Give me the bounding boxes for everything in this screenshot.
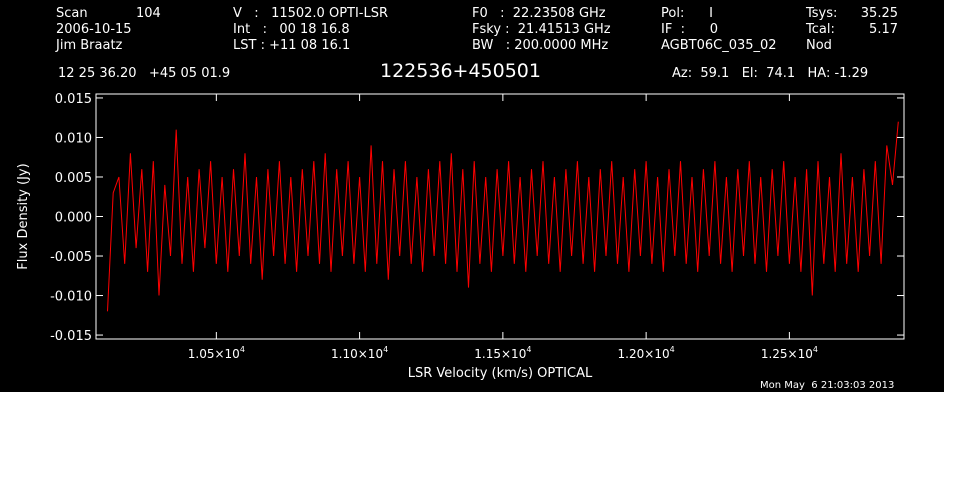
observation-date: 2006-10-15 xyxy=(56,22,132,37)
plot-timestamp: Mon May 6 21:03:03 2013 xyxy=(760,380,895,391)
tsys-label: Tsys: xyxy=(806,6,838,21)
y-tick-label-2: 0.005 xyxy=(55,171,92,186)
y-tick-label-5: -0.010 xyxy=(50,290,92,305)
f0-readout: F0 : 22.23508 GHz xyxy=(472,6,606,21)
y-tick-label-3: 0.000 xyxy=(55,211,92,226)
y-axis-label: Flux Density (Jy) xyxy=(16,163,31,269)
if-readout: IF : 0 xyxy=(661,22,719,37)
bandwidth-readout: BW : 200.0000 MHz xyxy=(472,38,609,53)
series-line-0 xyxy=(107,121,899,312)
x-tick-label-4: 1.25×104 xyxy=(761,345,818,361)
source-coordinates: 12 25 36.20 +45 05 01.9 xyxy=(58,66,231,81)
x-tick-label-3: 1.20×104 xyxy=(618,345,675,361)
az-el-ha-readout: Az: 59.1 El: 74.1 HA: -1.29 xyxy=(672,66,869,81)
y-tick-label-4: -0.005 xyxy=(50,250,92,265)
velocity-readout: V : 11502.0 OPTI-LSR xyxy=(233,6,389,21)
observer-name: Jim Braatz xyxy=(56,38,123,53)
integration-time: Int : 00 18 16.8 xyxy=(233,22,350,37)
plot-window xyxy=(0,0,944,392)
project-id: AGBT06C_035_02 xyxy=(661,38,777,53)
x-tick-label-2: 1.15×104 xyxy=(474,345,531,361)
x-tick-label-1: 1.10×104 xyxy=(331,345,388,361)
lst-readout: LST : +11 08 16.1 xyxy=(233,38,351,53)
y-tick-label-1: 0.010 xyxy=(55,131,92,146)
tsys-value: 35.25 xyxy=(860,6,898,21)
polarization-readout: Pol: I xyxy=(661,6,713,21)
y-tick-label-0: 0.015 xyxy=(55,92,92,107)
tcal-label: Tcal: xyxy=(806,22,835,37)
tcal-value: 5.17 xyxy=(869,22,898,37)
scan-number: 104 xyxy=(136,6,161,21)
observing-mode: Nod xyxy=(806,38,832,53)
fsky-readout: Fsky : 21.41513 GHz xyxy=(472,22,611,37)
source-name: 122536+450501 xyxy=(380,60,541,82)
scan-label: Scan xyxy=(56,6,88,21)
y-tick-label-6: -0.015 xyxy=(50,329,92,344)
x-tick-label-0: 1.05×104 xyxy=(188,345,245,361)
x-axis-label: LSR Velocity (km/s) OPTICAL xyxy=(408,366,593,381)
chart: 0.015 0.010 0.005 0.000 -0.005 -0.010 -0.015 1.… xyxy=(16,92,905,381)
